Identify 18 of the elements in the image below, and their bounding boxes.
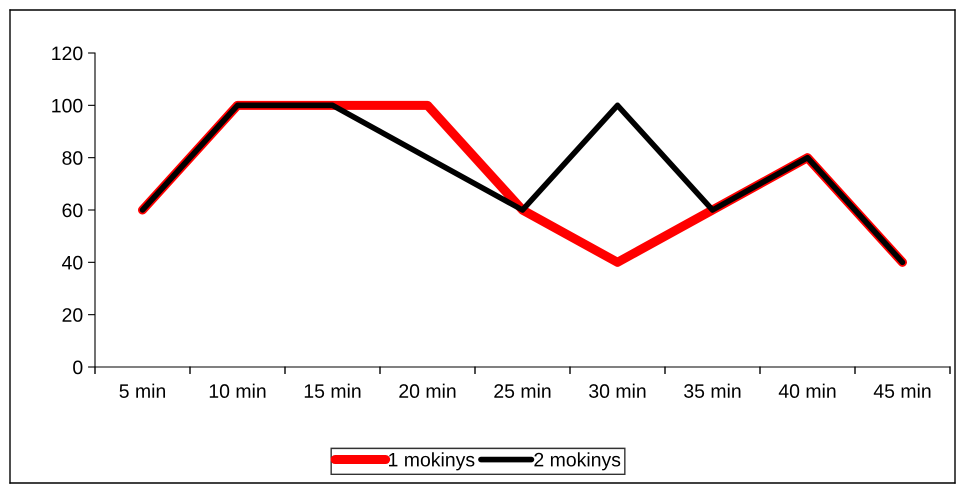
- y-tick-label: 20: [62, 308, 82, 322]
- x-tick-label: 25 min: [494, 384, 550, 398]
- legend-label: 1 mokinys: [389, 452, 474, 470]
- x-tick-label: 15 min: [304, 384, 360, 398]
- legend-label: 2 mokinys: [534, 452, 620, 470]
- x-tick-label: 20 min: [399, 384, 456, 398]
- x-tick-label: 35 min: [684, 384, 740, 398]
- x-tick-label: 5 min: [120, 384, 166, 398]
- x-tick-label: 10 min: [210, 384, 266, 398]
- y-tick-label: 120: [52, 46, 82, 60]
- y-tick-label: 40: [62, 256, 82, 270]
- y-tick-label: 80: [62, 151, 82, 165]
- x-tick-label: 30 min: [589, 384, 646, 398]
- y-tick-label: 100: [52, 98, 82, 113]
- x-tick-label: 45 min: [874, 384, 930, 398]
- y-tick-label: 60: [62, 203, 82, 218]
- y-tick-label: 0: [73, 360, 82, 374]
- x-tick-label: 40 min: [778, 384, 836, 398]
